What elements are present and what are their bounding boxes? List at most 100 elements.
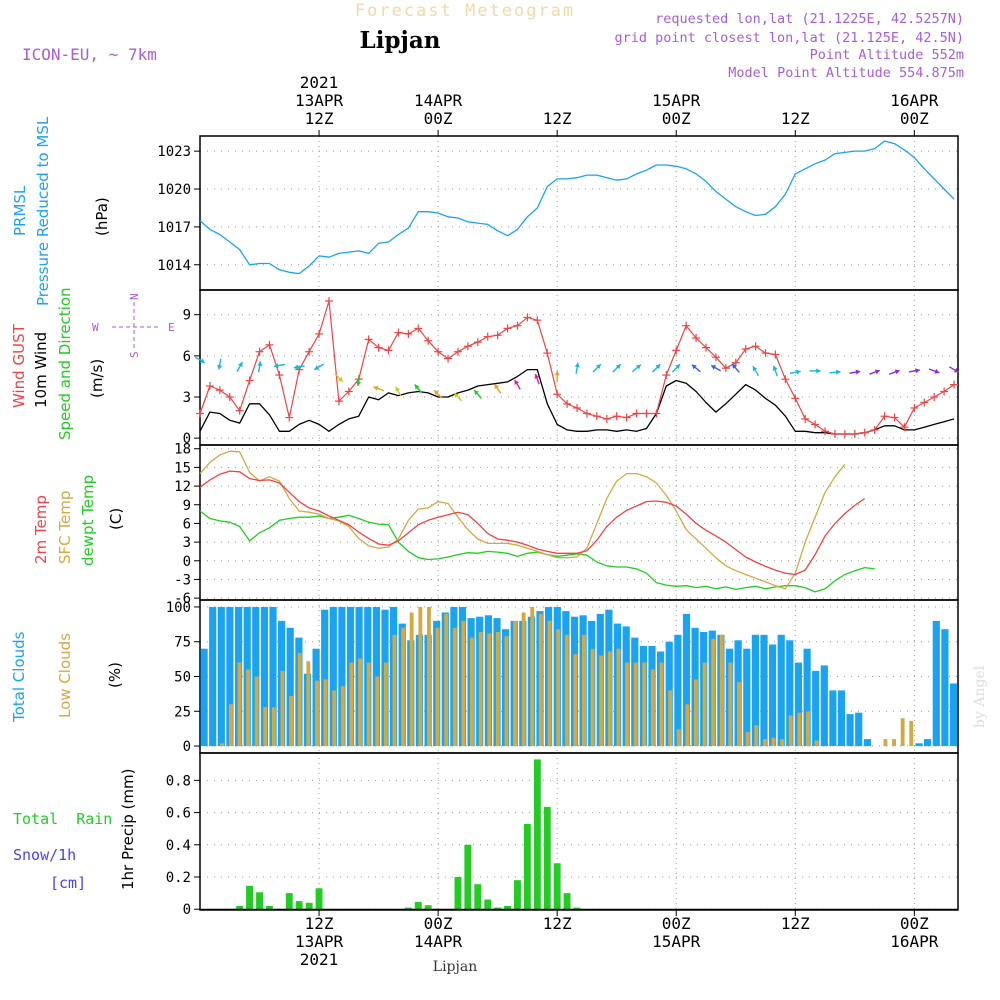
wind-arrow-head bbox=[615, 364, 621, 370]
low-cloud-bar bbox=[728, 662, 733, 747]
y-tick-label: -6 bbox=[174, 591, 191, 607]
low-cloud-bar bbox=[676, 729, 681, 747]
low-cloud-bar bbox=[788, 715, 793, 746]
rain-bar bbox=[514, 880, 521, 910]
y-tick-label: 9 bbox=[183, 308, 191, 324]
rain-bar bbox=[266, 906, 273, 910]
low-cloud-bar bbox=[461, 620, 466, 747]
wind-arrow-head bbox=[494, 384, 500, 390]
low-cloud-bar bbox=[883, 739, 888, 747]
cloud-labels: Total Clouds Low Clouds (%) bbox=[10, 631, 124, 723]
wind-arrow-head bbox=[894, 369, 900, 375]
wind-arrow-head bbox=[953, 367, 959, 373]
wind-arrow-head bbox=[514, 379, 520, 385]
bottom-axis-label: 13APR bbox=[295, 932, 344, 951]
wind-arrow-head bbox=[414, 384, 420, 390]
low-cloud-bar bbox=[435, 627, 440, 746]
y-tick-label: 0.4 bbox=[166, 838, 191, 854]
y-tick-label: 100 bbox=[166, 600, 191, 616]
low-cloud-bar bbox=[573, 654, 578, 746]
dewpoint-line bbox=[199, 510, 875, 593]
wind-arrow-head bbox=[274, 363, 279, 369]
y-tick-label: 0 bbox=[183, 554, 191, 570]
low-cloud-bar bbox=[711, 638, 716, 746]
bottom-axis-label: 00Z bbox=[900, 914, 929, 933]
low-cloud-bar bbox=[375, 676, 380, 746]
total-cloud-bar bbox=[915, 743, 923, 747]
low-cloud-bar bbox=[762, 739, 767, 747]
low-cloud-bar bbox=[263, 707, 268, 746]
wind-arrow-head bbox=[217, 364, 223, 370]
panel-frame bbox=[199, 752, 959, 911]
low-cloud-bar bbox=[220, 743, 225, 747]
wind-arrow-head bbox=[574, 362, 580, 368]
wind-arrow-head bbox=[816, 368, 821, 374]
clouds-panel: 0 25 50 75 100 bbox=[166, 599, 959, 755]
prmsl-label: PRMSL bbox=[11, 185, 29, 236]
total-cloud-bar bbox=[786, 640, 794, 746]
low-cloud-bar bbox=[556, 629, 561, 746]
low-cloud-bar bbox=[470, 637, 474, 747]
bottom-axis-label: 12Z bbox=[781, 914, 810, 933]
temperature-panel: -6 -3 0 3 6 9 12 15 18 bbox=[174, 442, 959, 607]
compass-icon: N S W E bbox=[92, 293, 175, 358]
top-axis-label: 00Z bbox=[900, 109, 929, 128]
low-cloud-bar bbox=[495, 632, 500, 747]
low-cloud-bar bbox=[306, 661, 311, 746]
low-cloud-bar bbox=[513, 620, 517, 747]
low-cloud-bar bbox=[280, 670, 285, 746]
total-cloud-bar bbox=[329, 607, 337, 747]
wind-arrow-head bbox=[655, 364, 661, 370]
wind-arrow-head bbox=[314, 365, 320, 370]
pressure-labels: PRMSL Pressure Reduced to MSL (hPa) bbox=[11, 116, 111, 306]
low-cloud-bar bbox=[444, 613, 449, 746]
low-cloud-bar bbox=[659, 662, 664, 747]
bottom-axis-label: 00Z bbox=[424, 914, 453, 933]
rain-bar bbox=[563, 893, 571, 910]
total-cloud-bar bbox=[760, 634, 768, 747]
total-cloud-bar bbox=[226, 607, 234, 747]
bottom-axis-label: 12Z bbox=[543, 914, 572, 933]
total-cloud-bar bbox=[743, 648, 751, 747]
sfc-temp-line bbox=[199, 450, 846, 590]
temperature-labels: 2m Temp SFC Temp dewpt Temp (C) bbox=[32, 475, 125, 566]
y-tick-label: 1023 bbox=[157, 144, 191, 160]
y-tick-label: 25 bbox=[174, 704, 191, 720]
low-cloud-bar bbox=[737, 682, 741, 747]
total-rain-label: Total Rain bbox=[13, 810, 112, 828]
low-cloud-bar bbox=[806, 711, 810, 747]
total-cloud-bar bbox=[269, 607, 277, 747]
wind-arrow-head bbox=[238, 362, 243, 368]
bottom-axis-label: 14APR bbox=[414, 932, 463, 951]
y-tick-label: 1017 bbox=[157, 220, 191, 236]
wind-arrow-head bbox=[474, 390, 479, 395]
low-cloud-bar bbox=[237, 662, 242, 747]
low-cloud-bar bbox=[719, 634, 724, 747]
pressure-unit-label: (hPa) bbox=[93, 197, 111, 236]
wind-arrow-head bbox=[874, 369, 880, 375]
rain-bar bbox=[553, 863, 561, 910]
total-cloud-bar bbox=[777, 634, 785, 747]
low-cloud-bar bbox=[521, 612, 526, 746]
top-axis-label: 2021 bbox=[300, 73, 339, 92]
wind-arrow-head bbox=[675, 364, 681, 370]
y-tick-label: 1014 bbox=[157, 258, 191, 274]
total-cloud-bar bbox=[682, 613, 691, 746]
prmsl-long-label: Pressure Reduced to MSL bbox=[34, 116, 52, 306]
rain-bar bbox=[484, 899, 492, 910]
rain-bar bbox=[295, 901, 303, 910]
wind-arrow-head bbox=[752, 366, 758, 372]
total-cloud-bar bbox=[286, 627, 294, 746]
total-cloud-bar bbox=[941, 629, 949, 746]
low-cloud-bar bbox=[228, 704, 233, 746]
low-cloud-bar bbox=[358, 658, 362, 746]
low-cloud-bar bbox=[780, 739, 784, 747]
low-cloud-bar bbox=[271, 707, 276, 746]
low-cloud-bar bbox=[900, 718, 905, 746]
low-cloud-bar bbox=[909, 721, 914, 746]
total-cloud-bar bbox=[217, 607, 225, 747]
low-cloud-bar bbox=[754, 725, 759, 747]
y-tick-label: 6 bbox=[183, 349, 191, 365]
wind-arrow-head bbox=[732, 364, 737, 369]
total-cloud-bar bbox=[803, 648, 811, 747]
